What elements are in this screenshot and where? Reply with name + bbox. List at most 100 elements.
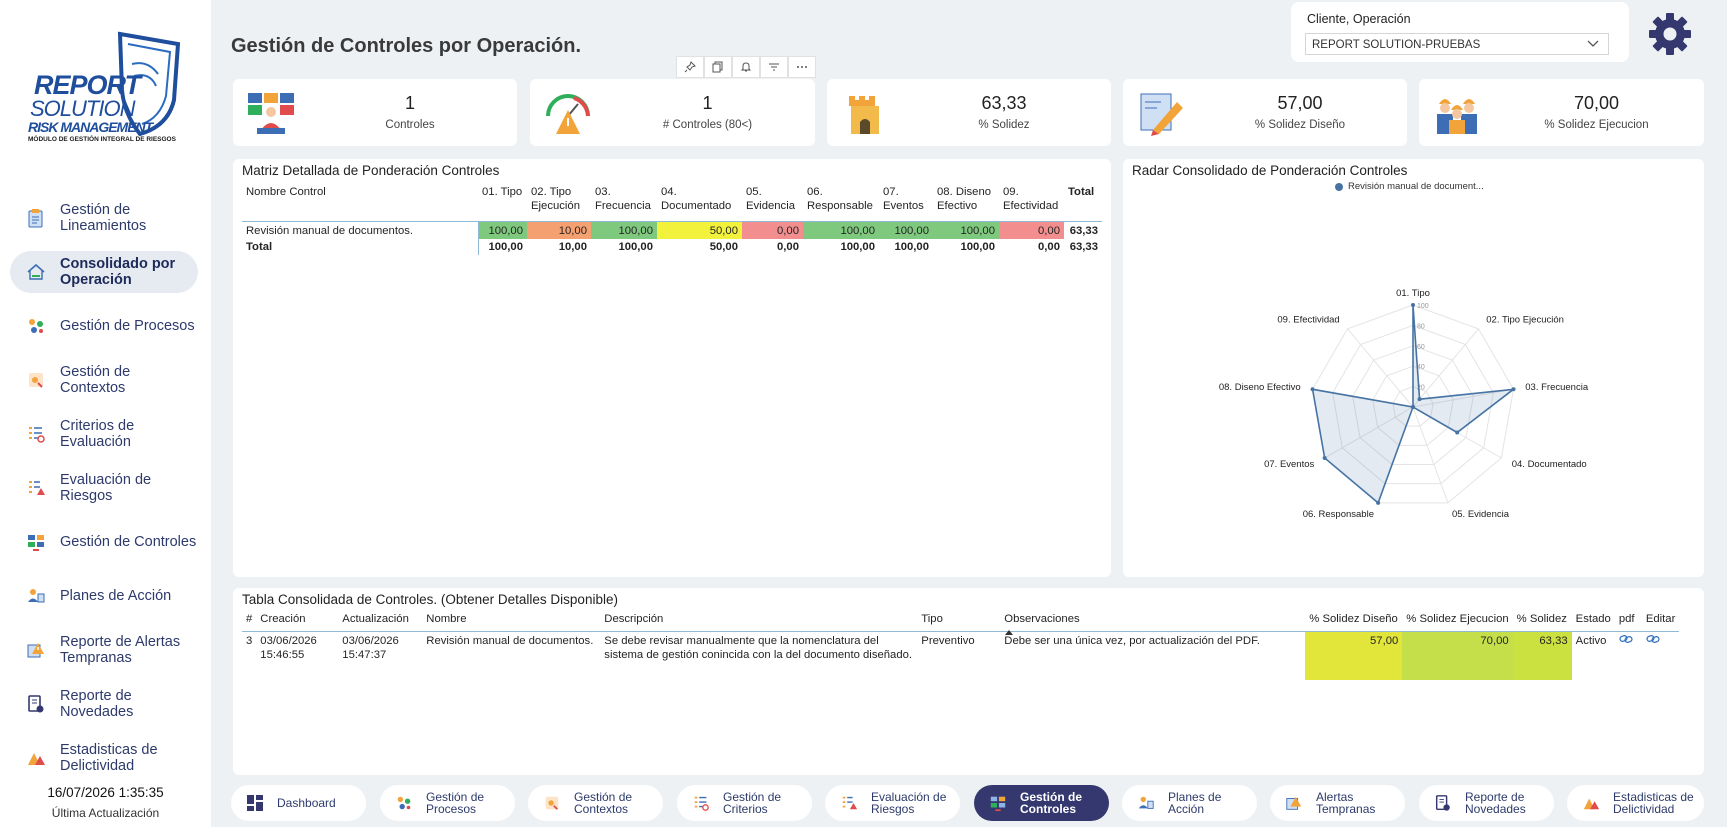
matrix-header[interactable]: 01. Tipo: [478, 183, 527, 222]
radar-chart: 100 80 60 40 20 01. Tipo 02. Tipo Ejecución 03.…: [1219, 288, 1589, 520]
col-header-sorted[interactable]: Observaciones: [1000, 611, 1306, 635]
chevron-down-icon: [1587, 40, 1599, 47]
matrix-header[interactable]: 08. Diseno Efectivo: [933, 183, 999, 222]
edit-link-icon[interactable]: [1646, 634, 1660, 644]
sidebar-item-consolidado[interactable]: Consolidado por Operación: [10, 251, 198, 293]
sidebar-item-label: Gestión de Contextos: [60, 364, 131, 396]
col-header[interactable]: Nombre: [422, 611, 601, 632]
alert-bell-button[interactable]: [732, 56, 760, 78]
col-header[interactable]: #: [242, 611, 257, 632]
bottom-nav-criterios[interactable]: Gestión de Criterios: [677, 785, 812, 821]
col-header[interactable]: pdf: [1614, 611, 1642, 632]
radar-spoke: [1412, 388, 1514, 408]
sidebar-item-label: Gestión de Controles: [60, 534, 197, 550]
col-header[interactable]: % Solidez: [1512, 611, 1572, 632]
radar-grid-ring: [1372, 365, 1454, 446]
logo-text-risk: RISK MANAGEMENT: [28, 119, 153, 135]
cell-solidez-ejecucion: 70,00: [1402, 631, 1513, 680]
col-header[interactable]: % Solidez Ejecucion: [1402, 611, 1513, 632]
bottom-nav-planes[interactable]: Planes de Acción: [1122, 785, 1257, 821]
col-header[interactable]: Estado: [1571, 611, 1615, 632]
bottom-nav-estadisticas[interactable]: Estadisticas de Delictividad: [1567, 785, 1704, 821]
sidebar-item-criterios[interactable]: Criterios de Evaluación: [10, 413, 198, 455]
radar-spoke: [1324, 406, 1414, 459]
matrix-header[interactable]: 05. Evidencia: [742, 183, 803, 222]
sidebar-item-label: Gestión de Procesos: [60, 318, 195, 334]
sidebar-item-controles[interactable]: Gestión de Controles: [10, 521, 198, 563]
matrix-header[interactable]: 06. Responsable: [803, 183, 879, 222]
matrix-cell: 0,00: [742, 221, 803, 239]
sidebar-item-lineamientos[interactable]: Gestión de Lineamientos: [10, 197, 198, 239]
col-header[interactable]: Tipo: [917, 611, 1001, 632]
pdf-link-icon[interactable]: [1619, 634, 1633, 644]
matrix-cell: 0,00: [999, 221, 1064, 239]
bottom-nav-dashboard[interactable]: Dashboard: [231, 785, 366, 821]
sidebar-item-label: Reporte de Novedades: [60, 688, 134, 720]
process-icon: [26, 316, 46, 336]
matrix-cell: 100,00: [933, 221, 999, 239]
matrix-total-cell: 100,00: [477, 239, 527, 255]
kpi-label: Controles: [385, 119, 435, 131]
more-options-button[interactable]: [788, 56, 816, 78]
matrix-header[interactable]: 03. Frecuencia: [591, 183, 657, 222]
matrix-total-row: Total 100,00 10,00 100,00 50,00 0,00 100…: [242, 239, 1102, 255]
gear-icon[interactable]: [1648, 12, 1692, 56]
radar-legend[interactable]: Revisión manual de document...: [1335, 181, 1484, 192]
matrix-header[interactable]: 02. Tipo Ejecución: [527, 183, 591, 222]
radar-axis-label: 02. Tipo Ejecución: [1486, 315, 1564, 326]
radar-axis-label: 07. Eventos: [1264, 459, 1314, 470]
matrix-header[interactable]: Nombre Control: [242, 183, 478, 222]
sidebar-item-alertas[interactable]: Reporte de Alertas Tempranas: [10, 629, 198, 671]
matrix-total-cell: 100,00: [618, 241, 653, 253]
bottom-nav-controles[interactable]: Gestión de Controles: [974, 785, 1109, 821]
sidebar-item-evaluacion[interactable]: Evaluación de Riesgos: [10, 467, 198, 509]
sidebar-item-novedades[interactable]: Reporte de Novedades: [10, 683, 198, 725]
bottom-nav-procesos[interactable]: Gestión de Procesos: [380, 785, 515, 821]
matrix-header[interactable]: 04. Documentado: [657, 183, 742, 222]
kpi-value: 70,00: [1573, 93, 1620, 113]
filter-button[interactable]: [760, 56, 788, 78]
matrix-total-label: Total: [246, 241, 273, 253]
bottom-nav-alertas[interactable]: Alertas Tempranas: [1270, 785, 1405, 821]
col-header[interactable]: % Solidez Diseño: [1305, 611, 1403, 632]
table-row[interactable]: 3 03/06/2026 15:46:55 03/06/2026 15:47:3…: [242, 631, 1679, 680]
kpi-card-solidez-diseno: 57,00 % Solidez Diseño: [1123, 79, 1407, 146]
copy-button[interactable]: [704, 56, 732, 78]
gauge-warning-icon: [546, 94, 590, 134]
news-icon: [26, 694, 46, 714]
matrix-header[interactable]: 07. Eventos: [879, 183, 933, 222]
bottom-nav-evaluacion[interactable]: Evaluación de Riesgos: [825, 785, 960, 821]
pin-button[interactable]: [676, 56, 704, 78]
radar-point: [1417, 397, 1422, 402]
sidebar-item-estadisticas[interactable]: Estadisticas de Delictividad: [10, 737, 198, 779]
cell-name: Revisión manual de documentos.: [426, 635, 594, 647]
criteria-icon: [691, 793, 711, 813]
sidebar-item-label: Planes de Acción: [60, 588, 172, 604]
matrix-header[interactable]: Total: [1064, 183, 1102, 222]
matrix-total-cell: 100,00: [960, 241, 995, 253]
radar-axis-label: 01. Tipo: [1396, 288, 1430, 299]
col-header[interactable]: Editar: [1641, 611, 1680, 632]
bottom-nav-label: Evaluación de Riesgos: [871, 790, 947, 816]
sidebar-item-planes[interactable]: Planes de Acción: [10, 575, 198, 617]
controls-icon: [26, 532, 46, 552]
bottom-nav-label: Gestión de Controles: [1020, 790, 1083, 816]
design-pencil-icon: [1140, 93, 1183, 136]
sidebar-item-contextos[interactable]: Gestión de Contextos: [10, 359, 198, 401]
radar-title: Radar Consolidado de Ponderación Control…: [1132, 163, 1408, 178]
matrix-header-row: Nombre Control 01. Tipo 02. Tipo Ejecuci…: [242, 183, 1102, 222]
radar-grid-ring: [1352, 345, 1474, 466]
col-header[interactable]: Creación: [256, 611, 339, 632]
radar-grid-ring: [1312, 304, 1514, 504]
radar-axis-label: 06. Responsable: [1303, 509, 1374, 520]
radar-scale-label: 40: [1417, 364, 1425, 371]
matrix-header[interactable]: 09. Efectividad: [999, 183, 1064, 222]
matrix-cell: 10,00: [527, 221, 591, 239]
bottom-nav-contextos[interactable]: Gestión de Contextos: [528, 785, 663, 821]
bottom-nav-novedades[interactable]: Reporte de Novedades: [1419, 785, 1554, 821]
client-select[interactable]: REPORT SOLUTION-PRUEBAS: [1305, 33, 1609, 55]
col-header[interactable]: Actualización: [338, 611, 423, 632]
sidebar-item-procesos[interactable]: Gestión de Procesos: [10, 305, 198, 347]
action-plan-icon: [26, 586, 46, 606]
col-header[interactable]: Descripción: [600, 611, 918, 632]
